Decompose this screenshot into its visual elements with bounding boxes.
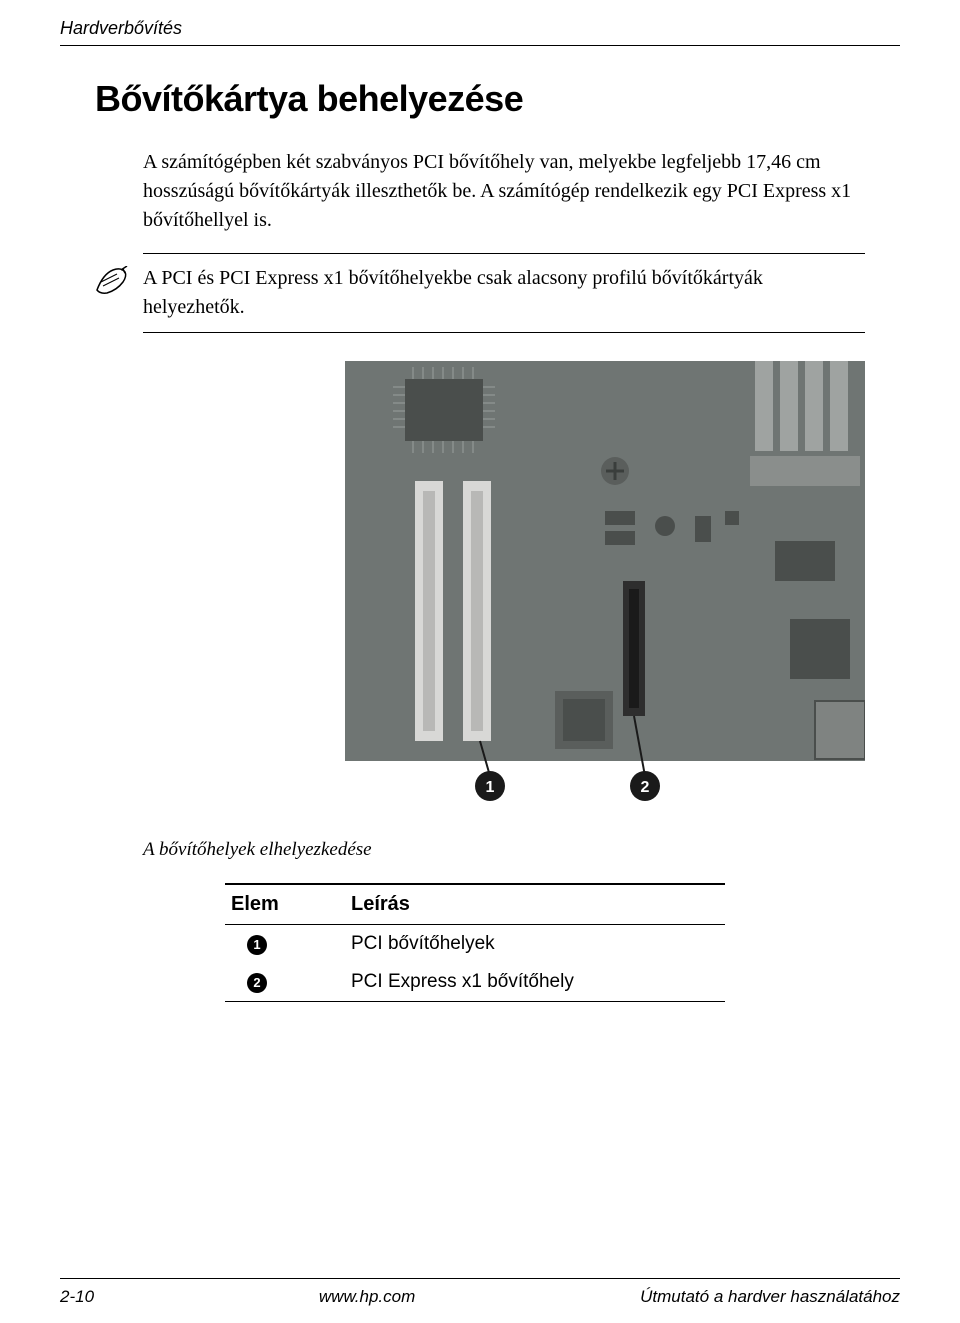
intro-paragraph: A számítógépben két szabványos PCI bővít…: [143, 148, 865, 235]
table-header-row: Elem Leírás: [225, 885, 725, 924]
page-footer: 2-10 www.hp.com Útmutató a hardver haszn…: [60, 1278, 900, 1307]
note-icon: [95, 266, 129, 301]
svg-text:1: 1: [486, 779, 495, 796]
table-rule-bottom: [225, 1001, 725, 1002]
note-rule-bottom: [143, 332, 865, 333]
table-header-col2: Leírás: [351, 893, 719, 916]
callout-marker-2: 2: [630, 771, 660, 801]
note-text: A PCI és PCI Express x1 bővítőhelyekbe c…: [143, 264, 865, 322]
footer-rule: [60, 1278, 900, 1279]
footer-page-number: 2-10: [60, 1287, 94, 1307]
main-content: Bővítőkártya behelyezése A számítógépben…: [0, 46, 960, 1002]
table-cell-num: 2: [231, 971, 351, 993]
note-block: A PCI és PCI Express x1 bővítőhelyekbe c…: [143, 253, 865, 333]
table-row: 2 PCI Express x1 bővítőhely: [225, 963, 725, 1001]
svg-text:2: 2: [641, 779, 650, 796]
page-title: Bővítőkártya behelyezése: [95, 78, 865, 120]
table-cell-num: 1: [231, 933, 351, 955]
figure-area: 1 2: [143, 361, 865, 821]
header-section-title: Hardverbővítés: [0, 0, 960, 45]
note-rule-top: [143, 253, 865, 254]
footer-url: www.hp.com: [319, 1287, 415, 1307]
pcie-x1-slot: [623, 581, 645, 716]
table-cell-desc: PCI bővítőhelyek: [351, 933, 719, 955]
callout-marker-1: 1: [475, 771, 505, 801]
table-row: 1 PCI bővítőhelyek: [225, 925, 725, 963]
table-cell-desc: PCI Express x1 bővítőhely: [351, 971, 719, 993]
table-header-col1: Elem: [231, 893, 351, 916]
legend-table: Elem Leírás 1 PCI bővítőhelyek 2 PCI Exp…: [225, 883, 725, 1002]
footer-doc-title: Útmutató a hardver használatához: [640, 1287, 900, 1307]
figure-caption: A bővítőhelyek elhelyezkedése: [143, 839, 865, 861]
motherboard-diagram: 1 2: [345, 361, 865, 821]
